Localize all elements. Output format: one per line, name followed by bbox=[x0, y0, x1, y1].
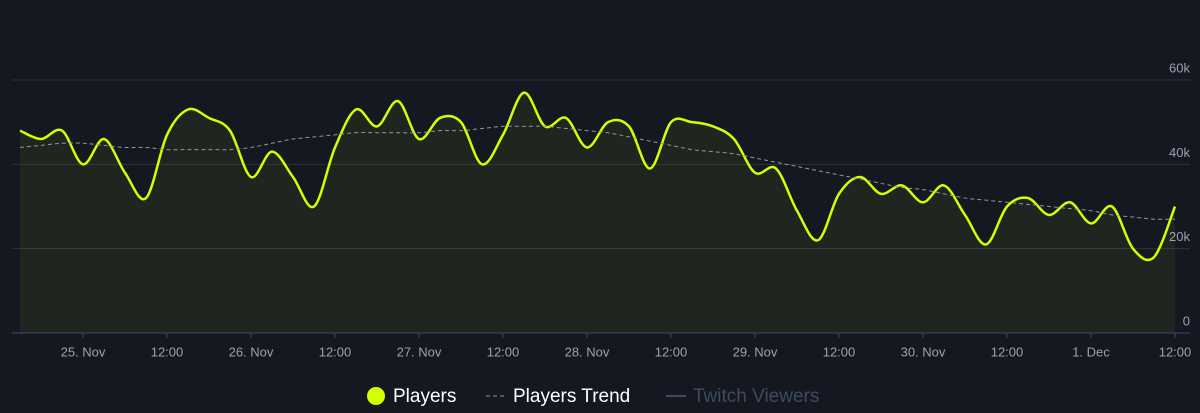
x-tick-label: 12:00 bbox=[487, 344, 520, 359]
series-line bbox=[19, 91, 1177, 262]
x-tick-label: 29. Nov bbox=[733, 344, 778, 359]
grid: 0 20k 40k 60k 25. Nov 12:00 26. Nov 12:00 27. No… bbox=[12, 60, 1191, 359]
y-tick-label: 60k bbox=[1169, 60, 1190, 75]
x-tick-label: 1. Dec bbox=[1072, 344, 1110, 359]
legend-swatch bbox=[367, 387, 385, 405]
x-tick-label: 25. Nov bbox=[61, 344, 106, 359]
legend-item[interactable]: Players bbox=[367, 386, 456, 407]
legend-label: Players Trend bbox=[513, 386, 630, 407]
y-tick-label: 20k bbox=[1169, 229, 1190, 244]
legend-item[interactable]: Players Trend bbox=[486, 386, 630, 407]
x-tick-label: 12:00 bbox=[991, 344, 1024, 359]
legend-label: Twitch Viewers bbox=[693, 386, 819, 407]
x-tick-label: 12:00 bbox=[319, 344, 352, 359]
x-tick-label: 12:00 bbox=[655, 344, 688, 359]
x-tick-label: 12:00 bbox=[151, 344, 184, 359]
x-tick-label: 12:00 bbox=[1159, 344, 1192, 359]
legend-label: Players bbox=[393, 386, 456, 407]
x-tick-label: 12:00 bbox=[823, 344, 856, 359]
legend-item[interactable]: Twitch Viewers bbox=[666, 386, 819, 407]
series-line bbox=[19, 125, 1176, 220]
x-tick-label: 27. Nov bbox=[397, 344, 442, 359]
x-tick-label: 26. Nov bbox=[229, 344, 274, 359]
x-tick-label: 28. Nov bbox=[565, 344, 610, 359]
x-tick-label: 30. Nov bbox=[901, 344, 946, 359]
plot bbox=[19, 91, 1177, 333]
legend: Players Players Trend Twitch Viewers bbox=[367, 386, 819, 407]
y-tick-label: 40k bbox=[1169, 145, 1190, 160]
area bbox=[20, 92, 1175, 333]
y-tick-label: 0 bbox=[1183, 313, 1190, 328]
